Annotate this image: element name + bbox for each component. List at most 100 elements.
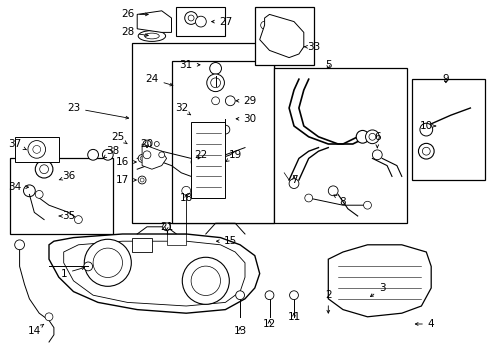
Text: 11: 11 (287, 312, 301, 322)
Text: 24: 24 (145, 74, 173, 86)
Circle shape (185, 12, 197, 24)
Text: 27: 27 (212, 17, 232, 27)
Circle shape (159, 152, 165, 158)
Circle shape (143, 151, 151, 159)
Text: 13: 13 (233, 326, 247, 336)
Text: 25: 25 (111, 132, 127, 144)
Circle shape (102, 149, 113, 160)
Circle shape (328, 186, 338, 196)
Text: 32: 32 (174, 103, 191, 115)
Circle shape (40, 165, 49, 174)
Circle shape (196, 16, 206, 27)
Circle shape (15, 240, 24, 250)
Text: 8: 8 (334, 195, 346, 207)
Text: 18: 18 (179, 193, 193, 203)
Ellipse shape (138, 31, 166, 41)
Text: 28: 28 (121, 27, 148, 37)
Bar (274, 68, 407, 223)
Circle shape (35, 190, 43, 198)
Circle shape (28, 140, 46, 158)
Text: 35: 35 (59, 211, 75, 221)
Polygon shape (260, 14, 304, 58)
Circle shape (143, 140, 151, 148)
Circle shape (418, 143, 434, 159)
Circle shape (295, 43, 303, 51)
Circle shape (140, 178, 144, 182)
Circle shape (236, 291, 245, 300)
Circle shape (188, 15, 194, 21)
Circle shape (207, 74, 224, 91)
Circle shape (211, 78, 220, 88)
Circle shape (261, 21, 269, 29)
Circle shape (138, 154, 146, 162)
Text: 7: 7 (291, 175, 297, 185)
Circle shape (290, 291, 298, 300)
Circle shape (182, 186, 191, 195)
Circle shape (210, 63, 221, 74)
Polygon shape (137, 11, 172, 32)
Circle shape (149, 17, 159, 27)
Text: 6: 6 (374, 132, 381, 148)
Circle shape (74, 216, 82, 224)
Bar (172, 61, 274, 223)
Circle shape (212, 97, 220, 105)
Bar (191, 122, 225, 198)
Circle shape (191, 157, 201, 167)
Circle shape (182, 257, 229, 304)
Circle shape (422, 147, 430, 155)
Bar (10, 158, 113, 234)
Text: 12: 12 (263, 319, 276, 329)
Circle shape (140, 157, 144, 160)
Text: 31: 31 (179, 60, 200, 70)
Circle shape (369, 133, 376, 140)
Bar (412, 79, 485, 180)
Circle shape (420, 123, 433, 136)
Circle shape (265, 291, 274, 300)
Text: 33: 33 (304, 42, 320, 52)
Text: 26: 26 (121, 9, 148, 19)
Circle shape (88, 149, 98, 160)
Text: 34: 34 (8, 182, 28, 192)
Text: 37: 37 (8, 139, 26, 150)
Bar (132, 238, 152, 252)
Text: 22: 22 (194, 150, 208, 160)
Circle shape (364, 201, 371, 209)
Circle shape (366, 130, 379, 144)
Bar (255, 7, 314, 65)
Polygon shape (142, 144, 167, 169)
Text: 16: 16 (116, 157, 136, 167)
Bar (15, 137, 59, 162)
Circle shape (33, 145, 41, 153)
Circle shape (356, 130, 369, 143)
Polygon shape (49, 234, 260, 313)
Text: 1: 1 (60, 267, 85, 279)
Polygon shape (328, 245, 431, 317)
Text: 14: 14 (27, 324, 44, 336)
Text: 10: 10 (420, 121, 436, 131)
Text: 21: 21 (160, 222, 173, 232)
Circle shape (93, 248, 122, 278)
Circle shape (221, 125, 230, 134)
Circle shape (163, 223, 171, 231)
Text: 38: 38 (103, 146, 120, 158)
Circle shape (84, 239, 131, 286)
Text: 30: 30 (236, 114, 256, 124)
Circle shape (24, 185, 35, 197)
Circle shape (35, 161, 53, 178)
Text: 5: 5 (325, 60, 332, 70)
Ellipse shape (145, 33, 159, 39)
Bar (132, 43, 274, 223)
Text: 17: 17 (116, 175, 136, 185)
Text: 15: 15 (217, 236, 237, 246)
Text: 3: 3 (370, 283, 386, 297)
Text: 20: 20 (141, 139, 153, 149)
Circle shape (84, 262, 93, 271)
Text: 23: 23 (67, 103, 129, 119)
Circle shape (289, 179, 299, 189)
Bar (176, 7, 225, 36)
Text: 36: 36 (59, 171, 75, 181)
Text: 19: 19 (226, 150, 242, 162)
Text: 4: 4 (416, 319, 435, 329)
Text: 29: 29 (236, 96, 257, 106)
Circle shape (138, 176, 146, 184)
